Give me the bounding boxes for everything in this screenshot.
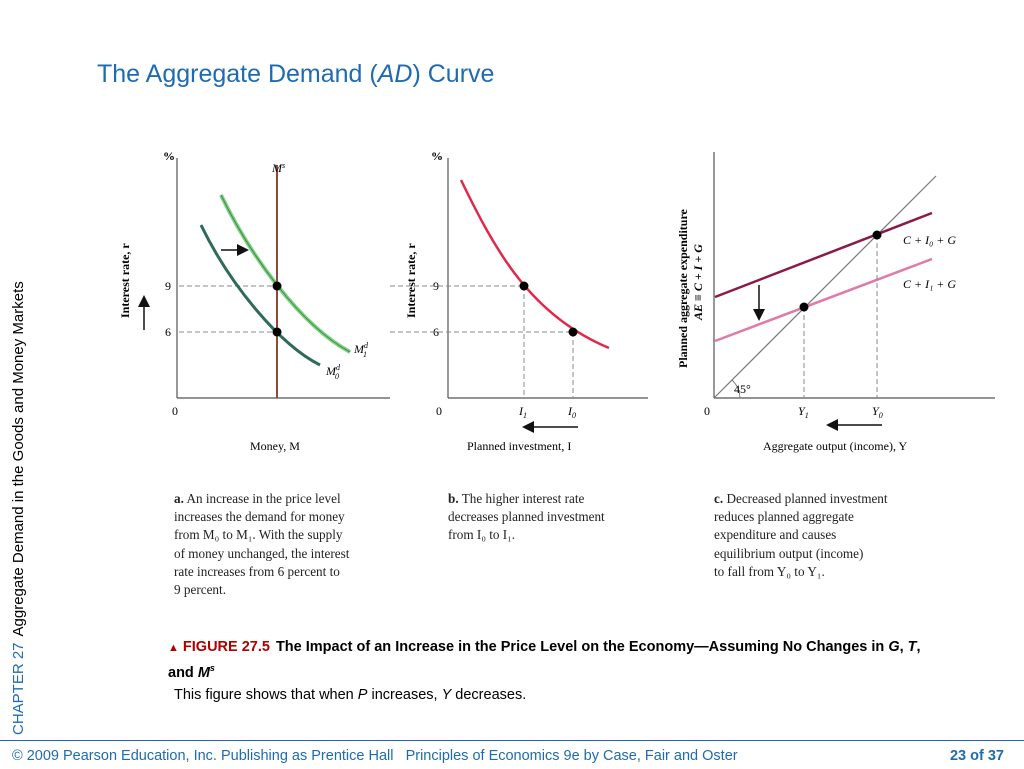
page-number: 23 of 37 (949, 748, 1004, 764)
angle-arc (731, 379, 741, 399)
ae-line-i0 (714, 211, 933, 299)
panel-a-tick-6: 6 (165, 325, 171, 339)
panel-c-point-y1 (799, 302, 809, 312)
footer-book: Principles of Economics 9e by Case, Fair… (405, 748, 738, 764)
panel-a-y-unit: % (163, 149, 175, 163)
y0-label: Y0 (872, 404, 883, 420)
figure-number: FIGURE 27.5 (182, 639, 270, 655)
slide-title-ad: AD (377, 60, 413, 88)
i0-label: I0 (567, 404, 576, 420)
panel-b-origin: 0 (436, 404, 442, 418)
ae-label-i0: C + I₀ + G (903, 233, 956, 247)
figure-diagram: % 0 9 6 Interest rate, r Ms Md 1 Md 0 Mone… (118, 149, 995, 453)
panel-c: 0 Planned aggregate expenditure AE ≡ C +… (676, 152, 995, 453)
panel-b-point-6 (568, 327, 578, 337)
panel-b-x-axis-label: Planned investment, I (467, 439, 571, 453)
slide-title-pre: The Aggregate Demand ( (97, 60, 378, 88)
panel-c-x-axis-label: Aggregate output (income), Y (763, 439, 908, 453)
panel-c-y-axis-label-1: Planned aggregate expenditure (676, 208, 690, 368)
slide-title-post: ) Curve (412, 60, 495, 88)
slide-title: The Aggregate Demand (AD) Curve (97, 60, 494, 89)
figure-caption: ▲ FIGURE 27.5 The Impact of an Increase i… (168, 639, 921, 681)
chapter-title: Aggregate Demand in the Goods and Money … (10, 281, 27, 637)
panel-a-tick-9: 9 (165, 279, 171, 293)
panel-b: % 0 9 6 Interest rate, r I1 I0 Planned i… (390, 149, 648, 453)
forty-five-degree-line (713, 175, 937, 399)
footer: © 2009 Pearson Education, Inc. Publishin… (0, 740, 1024, 769)
y1-label: Y1 (798, 404, 809, 420)
panel-a-point-9 (272, 281, 282, 291)
money-demand-m1-outline (220, 194, 351, 353)
md1-label: Md 1 (353, 341, 369, 359)
panel-a-origin: 0 (172, 404, 178, 418)
md0-label: Md 0 (325, 363, 341, 381)
figure-title: The Impact of an Increase in the Price L… (275, 639, 889, 655)
ae-line-i1 (714, 257, 933, 343)
panel-c-point-y0 (872, 230, 882, 240)
angle-label: 45° (734, 382, 751, 396)
panel-b-y-axis-label: Interest rate, r (404, 243, 418, 318)
figure-27-5: % 0 9 6 Interest rate, r Ms Md 1 Md 0 Mone… (100, 140, 1000, 610)
triangle-icon: ▲ (168, 642, 179, 654)
panel-a: % 0 9 6 Interest rate, r Ms Md 1 Md 0 Mone… (118, 149, 390, 453)
money-demand-m1-curve (219, 194, 351, 354)
panel-c-origin: 0 (704, 404, 710, 418)
panel-b-caption: b. The higher interest rate decreases pla… (448, 491, 605, 543)
chapter-number: CHAPTER 27 (10, 642, 27, 735)
ae-label-i1: C + I₁ + G (903, 277, 956, 291)
panel-c-caption: c. Decreased planned investment reduces p… (714, 491, 888, 579)
panel-b-y-unit: % (431, 149, 443, 163)
panel-a-x-axis-label: Money, M (250, 439, 300, 453)
money-demand-m0-curve (199, 224, 321, 367)
panel-c-y-axis-label-2: AE ≡ C + I + G (691, 244, 705, 321)
chapter-side-label: CHAPTER 27 Aggregate Demand in the Goods … (10, 281, 27, 735)
panel-b-tick-9: 9 (433, 279, 439, 293)
panel-a-caption: a. An increase in the price level increas… (174, 491, 350, 598)
panel-a-y-axis-label: Interest rate, r (118, 243, 132, 318)
panel-b-tick-6: 6 (433, 325, 439, 339)
i1-label: I1 (518, 404, 527, 420)
figure-subtitle: This figure shows that when P increases,… (174, 687, 527, 703)
investment-curve (459, 179, 610, 350)
panel-a-point-6 (272, 327, 282, 337)
footer-copyright: © 2009 Pearson Education, Inc. Publishin… (12, 748, 738, 764)
ms-label: Ms (271, 161, 285, 175)
panel-b-point-9 (519, 281, 529, 291)
